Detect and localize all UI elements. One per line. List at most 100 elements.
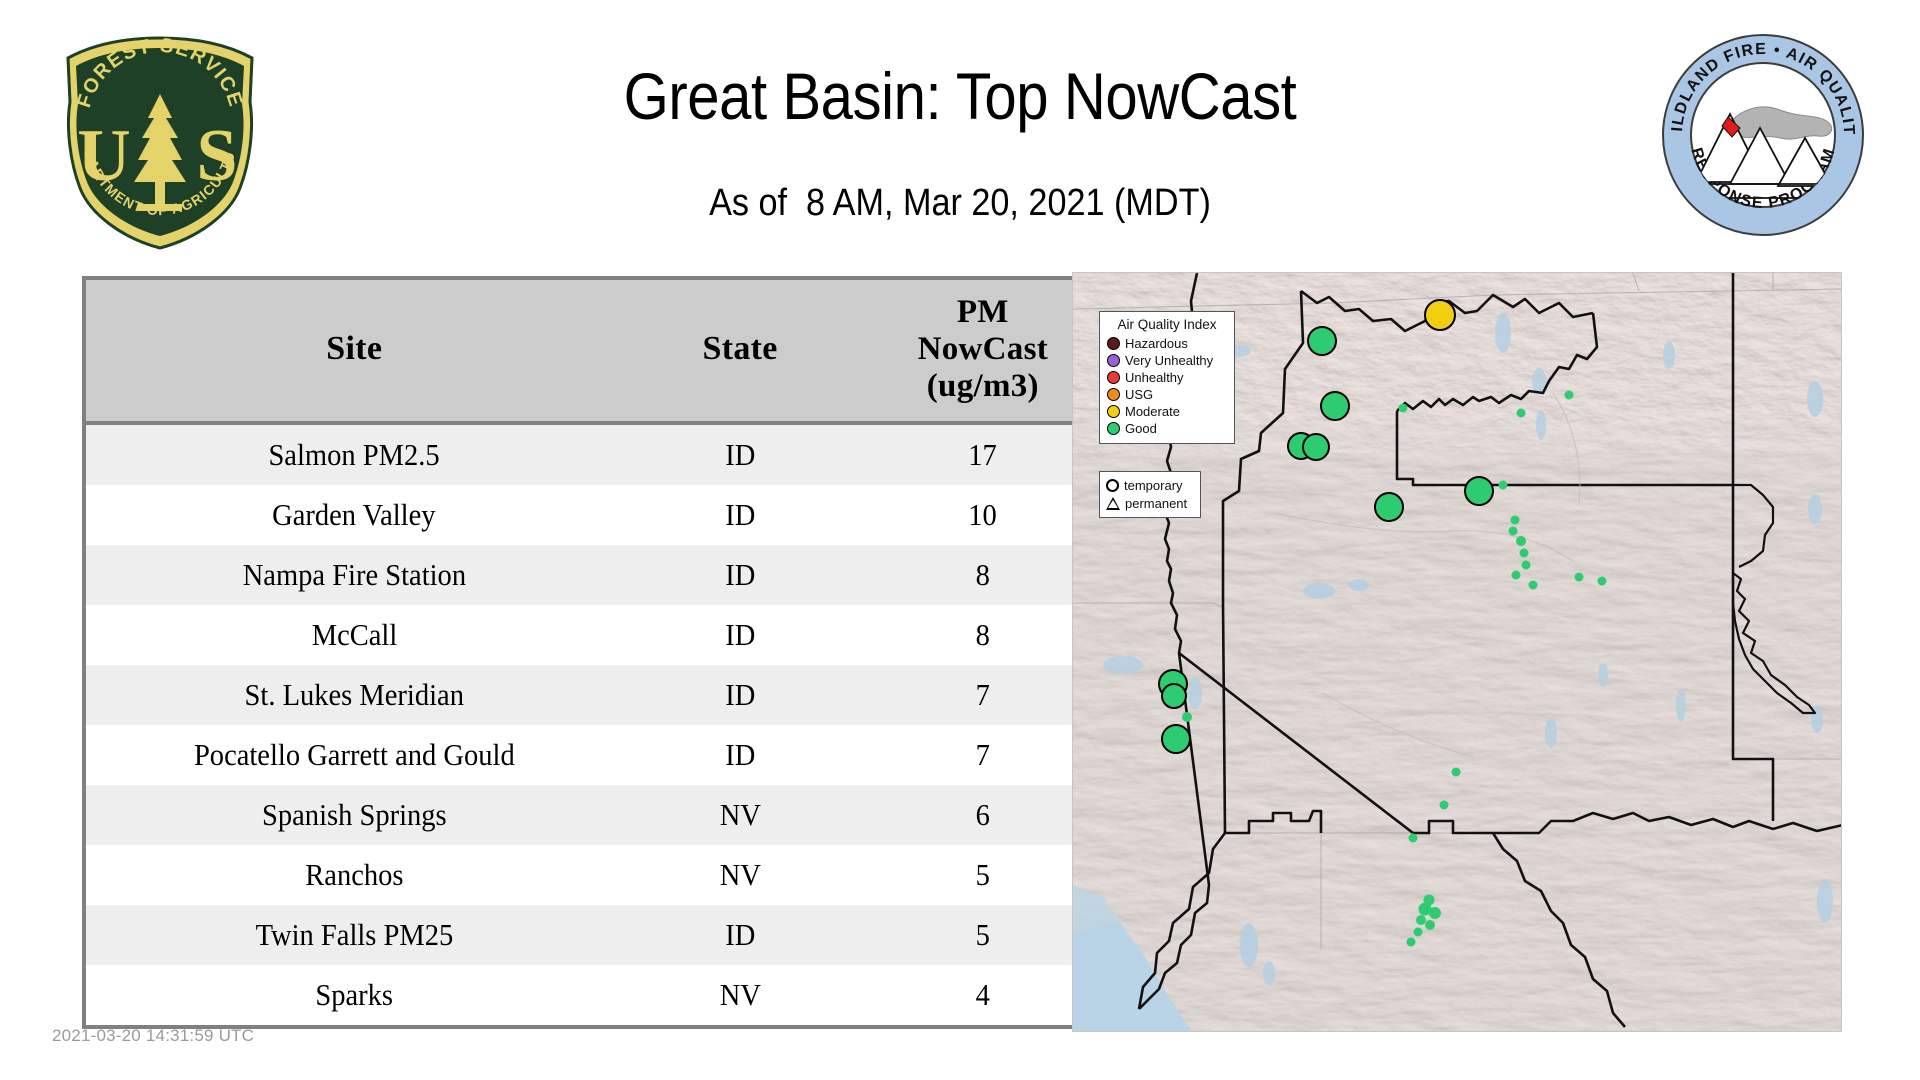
ranchos-marker[interactable] [1161,724,1191,754]
table-row: Sparks NV 4 [86,964,1108,1025]
cell-value: 4 [857,964,1108,1025]
cell-state: NV [622,784,858,845]
aqi-legend-label: Very Unhealthy [1125,353,1214,368]
cell-state: ID [622,724,858,785]
cell-value: 8 [857,544,1108,605]
aqi-legend-label: Unhealthy [1125,370,1184,385]
site-type-legend: temporary permanent [1099,471,1201,518]
cell-state: ID [622,664,858,725]
aqi-legend-row: Very Unhealthy [1107,352,1227,369]
table-row: Pocatello Garrett and Gould ID 7 [86,724,1108,785]
mccall-marker[interactable] [1307,326,1337,356]
sensor-dot[interactable] [1398,403,1408,413]
sensor-dot[interactable] [1406,937,1416,947]
aqi-legend-row: Unhealthy [1107,369,1227,386]
salmon-marker[interactable] [1424,299,1456,331]
sensor-dot[interactable] [1408,833,1418,843]
cell-value: 7 [857,664,1108,725]
table-row: Ranchos NV 5 [86,844,1108,905]
garden-valley-marker[interactable] [1320,391,1350,421]
cell-value: 6 [857,784,1108,845]
sensor-dot[interactable] [1182,712,1192,722]
aqi-swatch-icon [1107,422,1120,435]
pm-label-line2: NowCast [917,330,1049,367]
aqi-legend-label: Hazardous [1125,336,1188,351]
sensor-dot[interactable] [1597,576,1607,586]
cell-site: Garden Valley [86,484,623,545]
sensor-dot[interactable] [1516,408,1526,418]
sensor-dot[interactable] [1528,580,1538,590]
aqi-legend-label: USG [1125,387,1154,402]
sensor-dot[interactable] [1510,515,1520,525]
sensor-dot[interactable] [1574,572,1584,582]
sensor-dot[interactable] [1451,767,1461,777]
cell-site: Sparks [86,964,623,1025]
pocatello-marker[interactable] [1464,476,1494,506]
cell-site: Ranchos [86,844,623,905]
cell-value: 10 [857,484,1108,545]
aqi-swatch-icon [1107,388,1120,401]
cell-state: ID [622,904,858,965]
cell-state: NV [622,964,858,1025]
sensor-dot[interactable] [1564,390,1574,400]
top-nowcast-table: Site State PM NowCast (ug/m3) Salmon PM2… [82,276,1112,1029]
sensor-dot[interactable] [1519,548,1529,558]
table-row: Nampa Fire Station ID 8 [86,544,1108,605]
twin-falls-marker[interactable] [1374,492,1404,522]
table-row: Spanish Springs NV 6 [86,784,1108,845]
cell-value: 5 [857,844,1108,905]
aqi-legend: Air Quality Index Hazardous Very Unhealth… [1099,311,1235,444]
cell-site: McCall [86,604,623,665]
meridian-marker[interactable] [1302,433,1330,461]
sensor-dot[interactable] [1423,894,1435,906]
cell-value: 8 [857,604,1108,665]
sensor-dot[interactable] [1508,526,1518,536]
cell-site: Nampa Fire Station [86,544,623,605]
sensor-dot[interactable] [1416,915,1426,925]
cell-state: ID [622,544,858,605]
triangle-outline-icon [1106,496,1120,510]
sensor-dot[interactable] [1425,920,1435,930]
legend-row-temporary: temporary [1106,476,1194,494]
aqi-legend-row: USG [1107,386,1227,403]
wildland-fire-air-quality-logo: WILDLAND FIRE • AIR QUALITY RESPONSE PRO… [1652,19,1866,238]
svg-text:S: S [196,115,237,197]
sensor-dot[interactable] [1498,480,1508,490]
sensor-dot[interactable] [1429,907,1441,919]
legend-row-permanent: permanent [1106,494,1194,512]
cell-state: NV [622,844,858,905]
pm-label-line1: PM [956,294,1009,330]
sensor-dot[interactable] [1516,536,1526,546]
pm-label-line3: (ug/m3) [926,367,1039,404]
aqi-swatch-icon [1107,371,1120,384]
sparks-marker[interactable] [1161,683,1187,709]
column-header-site: Site [86,280,623,425]
sensor-dot[interactable] [1413,927,1423,937]
aqi-legend-title: Air Quality Index [1117,317,1217,332]
cell-state: ID [622,484,858,545]
table-row: Garden Valley ID 10 [86,484,1108,545]
aqi-legend-row: Hazardous [1107,335,1227,352]
legend-label-permanent: permanent [1125,495,1188,511]
cell-site: Twin Falls PM25 [86,904,623,965]
aqi-swatch-icon [1107,337,1120,350]
aqi-legend-row: Good [1107,420,1227,437]
cell-site: Pocatello Garrett and Gould [86,724,623,785]
sensor-dot[interactable] [1418,902,1432,916]
table-row: Twin Falls PM25 ID 5 [86,904,1108,965]
cell-state: ID [622,604,858,665]
table-row: St. Lukes Meridian ID 7 [86,664,1108,725]
generated-timestamp: 2021-03-20 14:31:59 UTC [52,1026,255,1045]
column-header-state: State [622,280,858,425]
table-header-row: Site State PM NowCast (ug/m3) [86,280,1108,425]
svg-text:U: U [77,115,130,197]
sensor-dot[interactable] [1439,800,1449,810]
sensor-dot[interactable] [1521,560,1531,570]
aqi-swatch-icon [1107,405,1120,418]
cell-site: St. Lukes Meridian [86,664,623,725]
sensor-dot[interactable] [1511,570,1521,580]
aqi-legend-row: Moderate [1107,403,1227,420]
air-quality-map[interactable]: Air Quality Index Hazardous Very Unhealth… [1072,272,1842,1032]
cell-site: Spanish Springs [86,784,623,845]
cell-state: ID [622,422,858,485]
